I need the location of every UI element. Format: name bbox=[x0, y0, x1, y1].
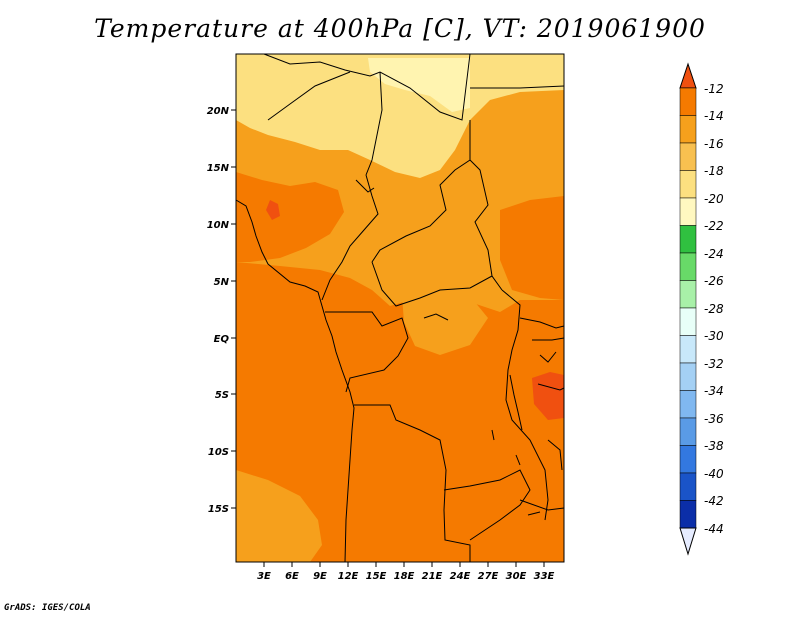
temperature-zone-west-warm bbox=[236, 172, 344, 262]
lon-labels: 3E 6E 9E 12E 15E 18E 21E 24E 27E 30E 33E bbox=[257, 571, 554, 582]
lakes bbox=[423, 313, 541, 516]
lat-label: 10S bbox=[208, 447, 229, 458]
lon-label: 27E bbox=[478, 571, 499, 582]
colorbar-label: -44 bbox=[704, 522, 724, 536]
colorbar-segment bbox=[679, 362, 697, 391]
colorbar-label: -28 bbox=[704, 302, 724, 316]
temperature-zone-east-hot bbox=[532, 372, 564, 420]
border-chad bbox=[371, 120, 471, 263]
lon-label: 6E bbox=[285, 571, 299, 582]
colorbar-segment bbox=[679, 115, 697, 144]
colorbar-label: -14 bbox=[704, 109, 724, 123]
colorbar-segment bbox=[679, 335, 697, 364]
border-north-1 bbox=[263, 53, 471, 121]
colorbar-segment bbox=[679, 252, 697, 281]
colorbar-segment bbox=[679, 307, 697, 336]
colorbar-label: -20 bbox=[704, 192, 724, 206]
colorbar-segment bbox=[679, 472, 697, 501]
lon-label: 18E bbox=[394, 571, 415, 582]
lon-label: 30E bbox=[506, 571, 527, 582]
lon-label: 9E bbox=[313, 571, 327, 582]
lat-label: 15S bbox=[208, 504, 229, 515]
border-congo bbox=[325, 311, 409, 393]
colorbar-label: -22 bbox=[704, 219, 724, 233]
lat-ticks bbox=[231, 109, 236, 509]
colorbar-segment bbox=[679, 197, 697, 226]
colorbar-label: -24 bbox=[704, 247, 724, 261]
river-outline bbox=[355, 179, 375, 193]
lon-label: 15E bbox=[366, 571, 387, 582]
colorbar-segment bbox=[679, 280, 697, 309]
lat-label: 20N bbox=[207, 106, 230, 117]
colorbar-segment bbox=[679, 417, 697, 446]
grads-credit: GrADS: IGES/COLA bbox=[4, 603, 91, 613]
lon-label: 12E bbox=[338, 571, 359, 582]
temperature-zone-west-hot bbox=[266, 200, 280, 220]
temperature-zone-central-light bbox=[402, 290, 488, 355]
temperature-zone-coastal-light bbox=[236, 470, 322, 562]
border-zambia bbox=[443, 469, 531, 541]
lon-label: 3E bbox=[257, 571, 271, 582]
colorbar-segment bbox=[679, 170, 697, 199]
colorbar-label: -36 bbox=[704, 412, 724, 426]
colorbar-label: -12 bbox=[704, 82, 724, 96]
map-frame bbox=[235, 53, 565, 563]
temperature-zone-south-main bbox=[236, 262, 564, 562]
lat-labels: 20N 15N 10N 5N EQ 5S 10S 15S bbox=[207, 106, 230, 515]
border-cameroon bbox=[321, 174, 379, 301]
colorbar-label: -26 bbox=[704, 274, 724, 288]
border-angola bbox=[354, 404, 471, 562]
colorbar bbox=[679, 62, 697, 556]
border-drc-east bbox=[501, 289, 549, 521]
colorbar-max-arrow bbox=[679, 62, 697, 89]
country-borders bbox=[235, 53, 565, 563]
lat-label: 10N bbox=[207, 220, 230, 231]
temperature-zone-north-palest bbox=[368, 58, 470, 112]
border-east bbox=[519, 383, 565, 511]
colorbar-segment bbox=[679, 500, 697, 529]
colorbar-label: -18 bbox=[704, 164, 724, 178]
border-north-2 bbox=[267, 71, 383, 176]
colorbar-segment bbox=[679, 142, 697, 171]
lat-label: 15N bbox=[207, 163, 230, 174]
colorbar-label: -30 bbox=[704, 329, 724, 343]
lat-label: 5S bbox=[215, 390, 229, 401]
colorbar-label: -32 bbox=[704, 357, 724, 371]
colorbar-min-arrow bbox=[679, 527, 697, 556]
lon-label: 21E bbox=[422, 571, 443, 582]
colorbar-label: -38 bbox=[704, 439, 724, 453]
colorbar-segment bbox=[679, 445, 697, 474]
west-coastline bbox=[235, 199, 355, 563]
temperature-zone-east-warm bbox=[500, 196, 564, 300]
lon-label: 24E bbox=[450, 571, 471, 582]
colorbar-labels: -12 -14 -16 -18 -20 -22 -24 -26 -28 -30 … bbox=[704, 82, 724, 536]
temperature-map bbox=[236, 54, 564, 562]
lon-label: 33E bbox=[534, 571, 555, 582]
colorbar-label: -40 bbox=[704, 467, 724, 481]
colorbar-segment bbox=[679, 390, 697, 419]
border-car bbox=[371, 261, 493, 307]
lat-label: EQ bbox=[214, 334, 230, 345]
lon-ticks bbox=[263, 562, 545, 567]
colorbar-label: -34 bbox=[704, 384, 724, 398]
map-title: Temperature at 400hPa [C], VT: 201906190… bbox=[94, 14, 706, 43]
colorbar-label: -16 bbox=[704, 137, 724, 151]
colorbar-label: -42 bbox=[704, 494, 724, 508]
colorbar-segment bbox=[679, 225, 697, 254]
border-great-lakes bbox=[519, 317, 565, 363]
colorbar-segment bbox=[679, 87, 697, 116]
lat-label: 5N bbox=[214, 277, 230, 288]
